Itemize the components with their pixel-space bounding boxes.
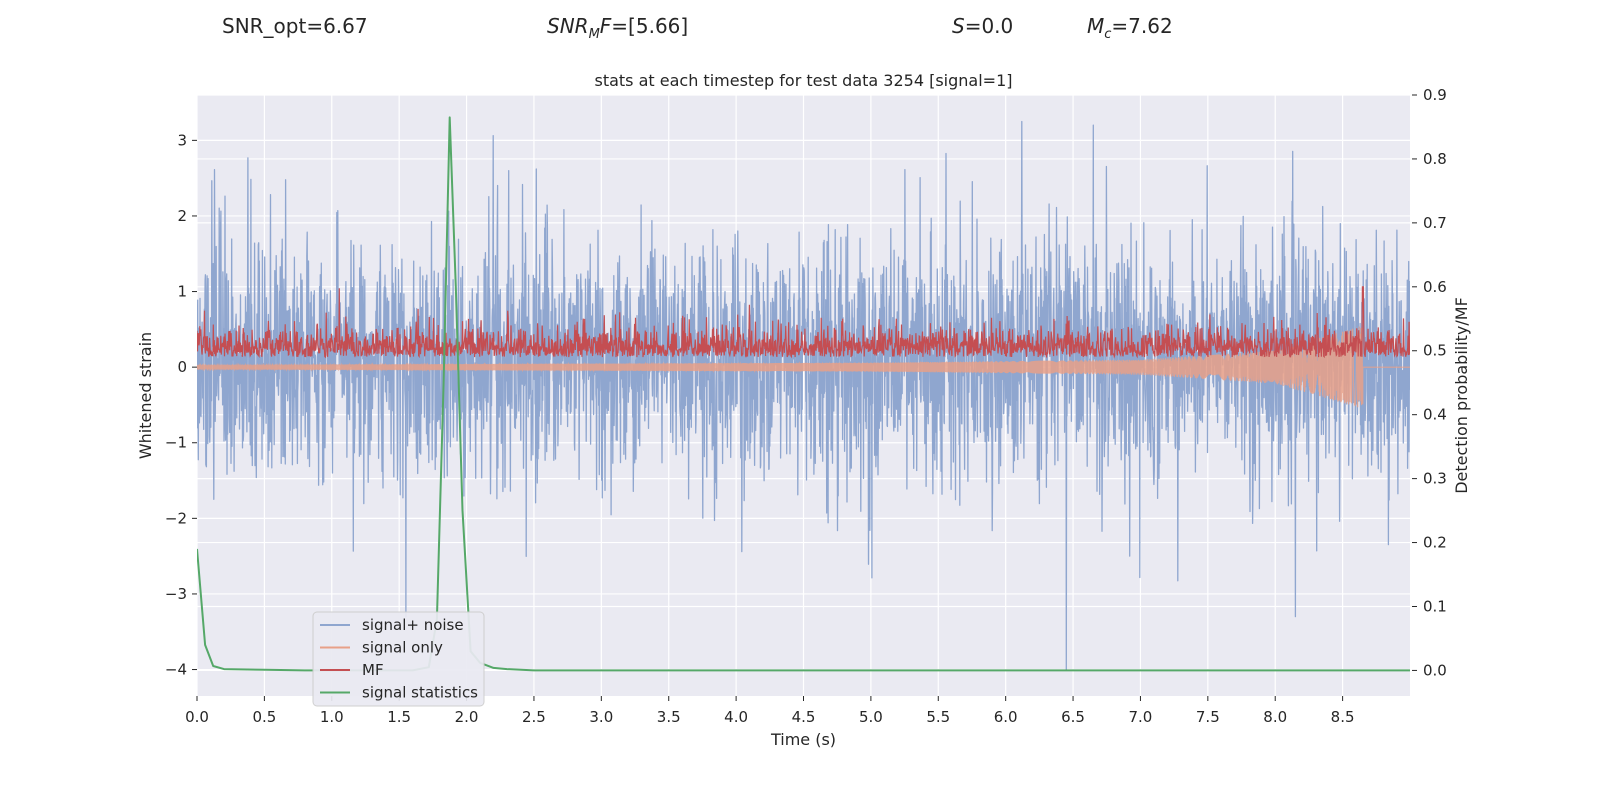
y-tick-label: 3 [177,131,187,149]
x-axis-label: Time (s) [770,730,836,749]
y2-tick-label: 0.9 [1423,86,1447,104]
legend-label: signal only [362,639,443,657]
legend: signal+ noise signal only MF signal statist… [312,611,485,707]
y-tick-label: 0 [177,358,187,376]
series-mf [197,286,1410,359]
y-tick-label: −2 [165,509,187,527]
x-tick-label: 5.0 [859,708,883,726]
y2-tick-label: 0.8 [1423,150,1447,168]
y2-axis-label: Detection probability/MF [1452,297,1471,494]
y2-tick-label: 0.6 [1423,278,1447,296]
snr-mf-label: SNRMF=[5.66] [547,14,689,42]
y2-tick-label: 0.1 [1423,597,1447,615]
x-tick-label: 0.0 [185,708,209,726]
x-tick-label: 1.0 [320,708,344,726]
y2-tick-label: 0.7 [1423,214,1447,232]
x-tick-label: 1.5 [387,708,411,726]
x-tick-label: 7.0 [1129,708,1153,726]
x-tick-label: 0.5 [252,708,276,726]
chart-title: stats at each timestep for test data 325… [594,71,1012,90]
legend-label: signal+ noise [362,616,464,634]
series-signal-statistics [197,116,1410,672]
legend-label: MF [362,661,384,679]
y2-tick-label: 0.3 [1423,470,1447,488]
y2-tick-label: 0.0 [1423,661,1447,679]
x-tick-label: 4.5 [792,708,816,726]
legend-label: signal statistics [362,684,478,702]
legend-box [312,611,485,707]
y-tick-label: −3 [165,585,187,603]
x-tick-label: 6.0 [994,708,1018,726]
x-tick-label: 8.5 [1331,708,1355,726]
y2-tick-label: 0.2 [1423,534,1447,552]
x-tick-label: 8.0 [1263,708,1287,726]
y-tick-label: −4 [165,661,187,679]
y-tick-label: 1 [177,283,187,301]
s-label: S=0.0 [952,14,1014,38]
snr-opt-label: SNR_opt=6.67 [222,14,368,38]
y2-tick-label: 0.5 [1423,342,1447,360]
mc-label: Mc=7.62 [1087,14,1173,42]
x-tick-label: 3.0 [589,708,613,726]
y-tick-label: 2 [177,207,187,225]
x-tick-label: 5.5 [926,708,950,726]
y-axis-label: Whitened strain [136,332,155,459]
x-tick-label: 2.0 [455,708,479,726]
series-signal-noise [197,120,1410,671]
x-tick-label: 7.5 [1196,708,1220,726]
y2-tick-label: 0.4 [1423,406,1447,424]
axes: 0.0 0.5 1.0 1.5 2.0 2.5 3.0 3.5 4.0 4.5 5.0 5.5 6.0 6… [165,86,1447,726]
x-tick-label: 6.5 [1061,708,1085,726]
series-signal-only [197,326,1410,408]
x-tick-label: 4.0 [724,708,748,726]
x-tick-label: 3.5 [657,708,681,726]
y-tick-label: −1 [165,434,187,452]
x-tick-label: 2.5 [522,708,546,726]
